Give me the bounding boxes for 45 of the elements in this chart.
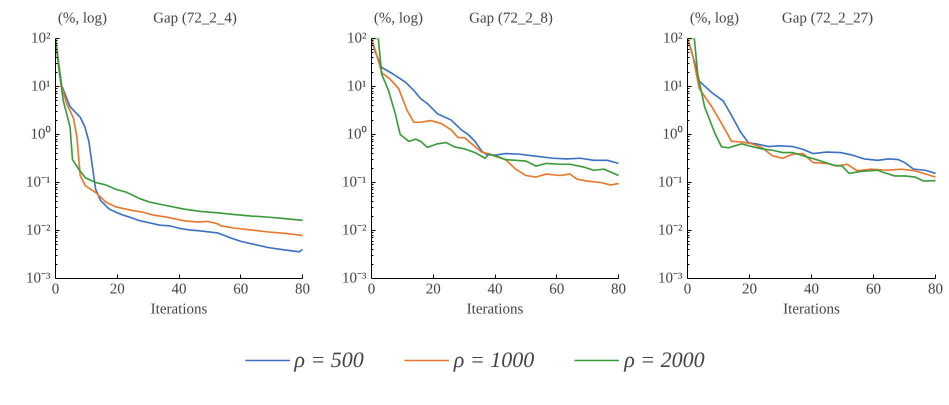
y-axis-title: (%, log): [58, 10, 108, 26]
y-tick-label: 10⁻¹: [26, 174, 51, 190]
y-tick-label: 10⁻²: [658, 222, 684, 238]
x-tick-label: 20: [426, 282, 441, 298]
y-tick-label: 10⁻³: [26, 270, 52, 286]
x-tick-label: 60: [866, 282, 881, 298]
y-tick-label: 10⁻¹: [658, 174, 683, 190]
x-tick-label: 20: [110, 282, 125, 298]
y-tick-label: 10²: [31, 30, 52, 46]
x-tick-label: 80: [295, 282, 310, 298]
y-tick-label: 10¹: [31, 78, 51, 94]
y-tick-label: 10⁻³: [658, 270, 684, 286]
x-tick-label: 40: [172, 282, 186, 298]
x-tick-label: 0: [684, 282, 692, 298]
chart-title: Gap (72_2_27): [782, 10, 874, 26]
x-tick-label: 60: [549, 282, 564, 298]
y-tick-label: 10²: [347, 30, 368, 46]
x-tick-label: 60: [233, 282, 248, 298]
x-tick-label: 40: [488, 282, 502, 298]
y-tick-label: 10⁻¹: [342, 174, 367, 190]
y-tick-label: 10⁰: [662, 126, 682, 142]
y-tick-label: 10²: [663, 30, 684, 46]
y-tick-label: 10⁻²: [26, 222, 52, 238]
x-tick-label: 20: [742, 282, 757, 298]
chart-title: Gap (72_2_8): [469, 10, 553, 26]
x-tick-label: 80: [928, 282, 943, 298]
y-tick-label: 10⁻³: [342, 270, 368, 286]
legend-label: ρ = 1000: [454, 347, 534, 373]
x-tick-label: 40: [804, 282, 819, 298]
x-axis-title: Iterations: [466, 302, 524, 318]
y-tick-label: 10⁰: [346, 126, 366, 142]
y-axis-title: (%, log): [374, 10, 424, 26]
x-axis-title: Iterations: [783, 302, 840, 318]
legend-label: ρ = 2000: [624, 347, 705, 373]
x-tick-label: 80: [611, 282, 626, 298]
chart-title: Gap (72_2_4): [153, 10, 237, 26]
x-axis-title: Iterations: [150, 302, 208, 318]
x-tick-label: 0: [52, 282, 60, 298]
x-tick-label: 0: [368, 282, 376, 298]
legend-label: ρ = 500: [294, 347, 364, 373]
y-tick-label: 10⁰: [30, 126, 50, 142]
y-tick-label: 10¹: [347, 78, 367, 94]
y-tick-label: 10⁻²: [342, 222, 368, 238]
y-axis-title: (%, log): [690, 10, 740, 26]
y-tick-label: 10¹: [663, 78, 683, 94]
